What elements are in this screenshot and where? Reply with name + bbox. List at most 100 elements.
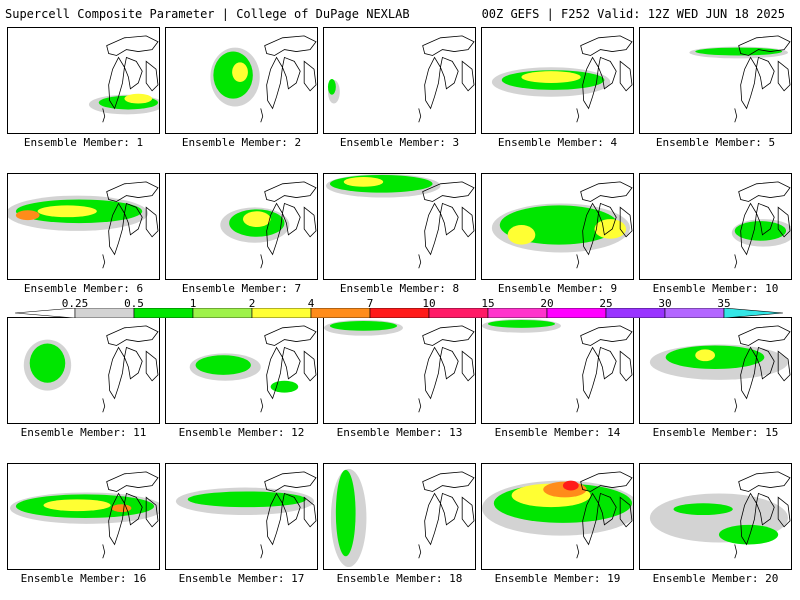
colorbar-tick-label: 25 — [599, 297, 613, 310]
coastline-fragment — [576, 254, 580, 269]
colorbar-segment-4 — [251, 308, 312, 318]
ensemble-panel-17 — [165, 463, 318, 570]
ensemble-member-label: Ensemble Member: 13 — [336, 426, 463, 439]
great-lakes-outline — [422, 181, 475, 256]
scp-contour-9-3 — [507, 225, 536, 245]
great-lakes-outline — [264, 181, 317, 256]
coastline-fragment — [734, 544, 738, 559]
ensemble-map-16 — [9, 471, 159, 559]
scp-contour-19-5 — [562, 480, 579, 491]
coastline-fragment — [418, 398, 422, 413]
great-lakes-outline — [106, 181, 159, 256]
ensemble-panel-18 — [323, 463, 476, 570]
ensemble-member-label: Ensemble Member: 1 — [23, 136, 144, 149]
ensemble-panel-14 — [481, 317, 634, 424]
ensemble-member-label: Ensemble Member: 7 — [181, 282, 302, 295]
coastline-fragment — [102, 108, 106, 123]
chart-title: Supercell Composite Parameter | College … — [5, 7, 410, 21]
scp-contour-17-2 — [187, 491, 307, 508]
ensemble-panel-9 — [481, 173, 634, 280]
great-lakes-outline — [422, 471, 475, 546]
scp-contour-4-3 — [521, 71, 581, 83]
colorbar-lower-arrow — [14, 308, 76, 318]
colorbar-tick-label: 2 — [248, 297, 256, 310]
great-lakes-outline — [580, 181, 633, 256]
scp-contour-18-2 — [335, 469, 356, 557]
scp-contour-16-4 — [111, 504, 132, 513]
ensemble-panel-6 — [7, 173, 160, 280]
colorbar-segment-5 — [310, 308, 371, 318]
colorbar-segment-9 — [546, 308, 607, 318]
colorbar-segment-8 — [487, 308, 548, 318]
scp-contour-7-3 — [242, 211, 271, 227]
colorbar-labels: 0.25 0.5 1 2 4 7 10 15 20 25 30 35 — [0, 297, 800, 310]
colorbar-segment-2 — [133, 308, 194, 318]
ensemble-member-label: Ensemble Member: 5 — [655, 136, 776, 149]
scp-contour-16-3 — [43, 499, 111, 512]
ensemble-panel-1 — [7, 27, 160, 134]
great-lakes-outline — [738, 325, 791, 400]
great-lakes-outline — [580, 325, 633, 400]
coastline-fragment — [260, 544, 264, 559]
ensemble-map-17 — [175, 471, 317, 559]
ensemble-panel-2 — [165, 27, 318, 134]
ensemble-member-label: Ensemble Member: 4 — [497, 136, 618, 149]
colorbar-tick-label: 7 — [366, 297, 374, 310]
great-lakes-outline — [264, 471, 317, 546]
great-lakes-outline — [264, 35, 317, 110]
scp-contour-1-3 — [124, 93, 153, 104]
coastline-fragment — [576, 544, 580, 559]
ensemble-map-15 — [649, 325, 791, 413]
coastline-fragment — [734, 108, 738, 123]
great-lakes-outline — [738, 181, 791, 256]
great-lakes-outline — [580, 35, 633, 110]
ensemble-panel-8 — [323, 173, 476, 280]
ensemble-map-14 — [482, 318, 633, 413]
colorbar-tick-label: 20 — [540, 297, 554, 310]
colorbar-segment-10 — [605, 308, 666, 318]
ensemble-panel-15 — [639, 317, 792, 424]
scp-contour-6-3 — [37, 205, 97, 218]
colorbar-segment-12 — [723, 308, 784, 318]
ensemble-member-label: Ensemble Member: 17 — [178, 572, 305, 585]
ensemble-map-6 — [8, 181, 159, 269]
ensemble-map-9 — [491, 181, 633, 269]
coastline-fragment — [102, 254, 106, 269]
ensemble-map-5 — [689, 35, 791, 123]
run-info: 00Z GEFS | F252 Valid: 12Z WED JUN 18 20… — [481, 7, 785, 21]
ensemble-map-4 — [491, 35, 633, 123]
scp-contour-3-2 — [327, 79, 336, 95]
scp-contour-6-4 — [15, 210, 40, 221]
coastline-fragment — [260, 398, 264, 413]
ensemble-panel-12 — [165, 317, 318, 424]
great-lakes-outline — [738, 35, 791, 110]
colorbar-segment-7 — [428, 308, 489, 318]
ensemble-panel-7 — [165, 173, 318, 280]
ensemble-map-3 — [327, 35, 475, 123]
ensemble-member-label: Ensemble Member: 16 — [20, 572, 147, 585]
scp-contour-14-2 — [487, 319, 556, 328]
colorbar-segment-6 — [369, 308, 430, 318]
coastline-fragment — [418, 254, 422, 269]
ensemble-map-8 — [325, 174, 475, 269]
ensemble-map-12 — [189, 325, 317, 413]
ensemble-member-label: Ensemble Member: 8 — [339, 282, 460, 295]
ensemble-member-label: Ensemble Member: 20 — [652, 572, 779, 585]
scp-contour-12-2 — [195, 355, 251, 375]
coastline-fragment — [734, 398, 738, 413]
coastline-fragment — [102, 398, 106, 413]
colorbar-tick-label: 0.5 — [124, 297, 144, 310]
colorbar-tick-label: 35 — [717, 297, 731, 310]
great-lakes-outline — [106, 325, 159, 400]
ensemble-member-label: Ensemble Member: 3 — [339, 136, 460, 149]
ensemble-panel-20 — [639, 463, 792, 570]
colorbar-tick-label: 1 — [189, 297, 197, 310]
ensemble-map-20 — [649, 471, 791, 559]
ensemble-map-10 — [731, 181, 791, 269]
scp-contour-10-2 — [734, 221, 787, 241]
coastline-fragment — [418, 544, 422, 559]
ensemble-member-label: Ensemble Member: 12 — [178, 426, 305, 439]
ensemble-panel-16 — [7, 463, 160, 570]
ensemble-map-19 — [482, 471, 633, 559]
ensemble-member-label: Ensemble Member: 10 — [652, 282, 779, 295]
